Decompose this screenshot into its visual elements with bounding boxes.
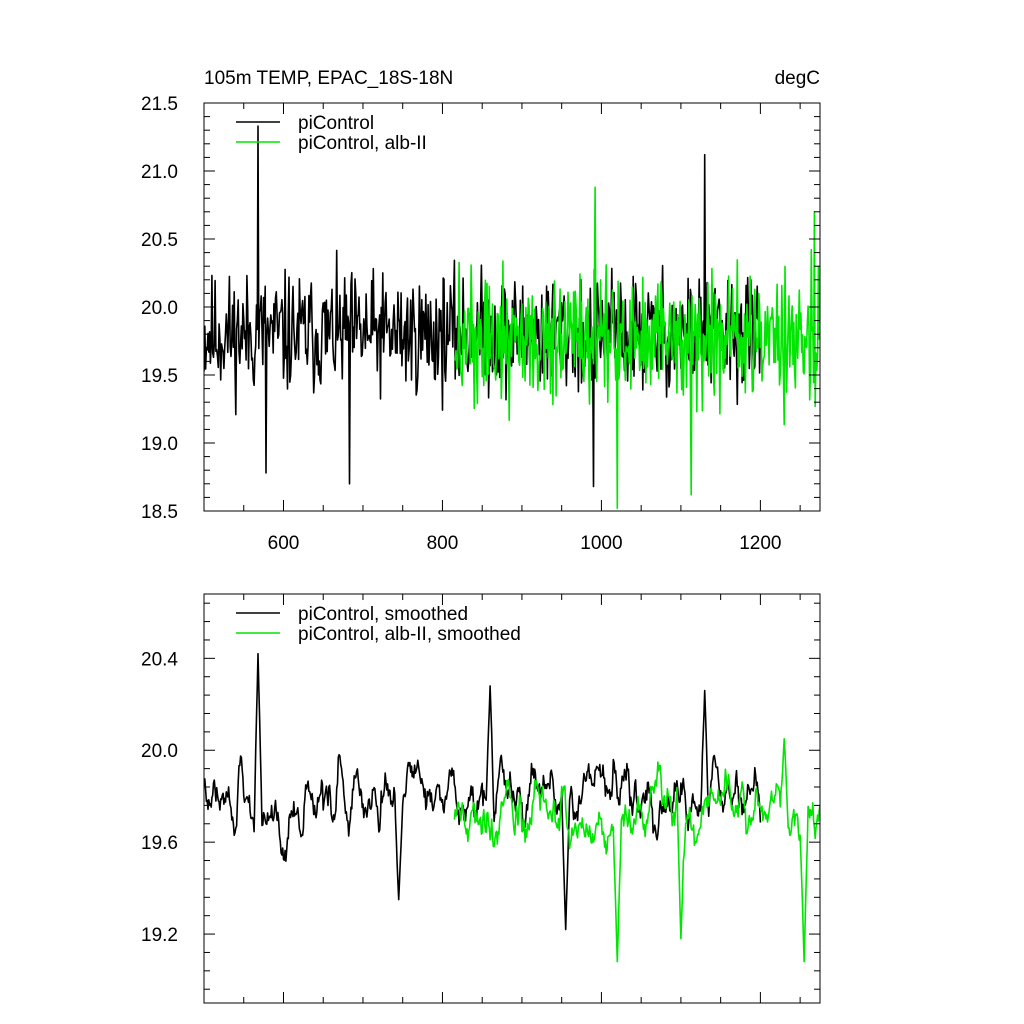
x-tick-label: 800 xyxy=(427,533,459,554)
bottom-panel: 19.2 19.6 20.0 20.4 piControl, smoothedpiCon… xyxy=(141,593,821,1004)
y-tick-label: 19.6 xyxy=(141,833,178,854)
y-tick-label: 18.5 xyxy=(141,502,178,523)
x-tick-label: 600 xyxy=(268,533,300,554)
legend-label: piControl, smoothed xyxy=(298,604,468,625)
y-tick-label: 21.0 xyxy=(141,162,178,183)
chart-title: 105m TEMP, EPAC_18S-18N xyxy=(204,68,453,89)
x-tick-label: 1200 xyxy=(739,533,781,554)
units-label: degC xyxy=(775,68,820,89)
y-tick-label: 20.4 xyxy=(141,649,178,670)
legend-label: piControl, alb-II xyxy=(298,133,427,154)
legend-label: piControl xyxy=(298,113,374,134)
y-tick-label: 19.2 xyxy=(141,925,178,946)
top-panel: 600 800 1000 1200 18.5 19.0 19.5 20.0 20.5 21.0 21… xyxy=(141,94,821,554)
series-line-alb-ii xyxy=(453,738,820,963)
y-tick-label: 19.0 xyxy=(141,434,178,455)
plot-frame xyxy=(203,593,821,1004)
series-line-picontrol xyxy=(204,125,762,488)
y-tick-label: 20.5 xyxy=(141,230,178,251)
x-tick-label: 1000 xyxy=(580,533,622,554)
legend-label: piControl, alb-II, smoothed xyxy=(298,624,521,645)
series-line-alb-ii xyxy=(453,186,820,510)
series-line-picontrol xyxy=(204,652,762,931)
y-tick-label: 20.0 xyxy=(141,298,178,319)
y-tick-label: 20.0 xyxy=(141,741,178,762)
y-tick-label: 19.5 xyxy=(141,366,178,387)
y-tick-label: 21.5 xyxy=(141,94,178,115)
